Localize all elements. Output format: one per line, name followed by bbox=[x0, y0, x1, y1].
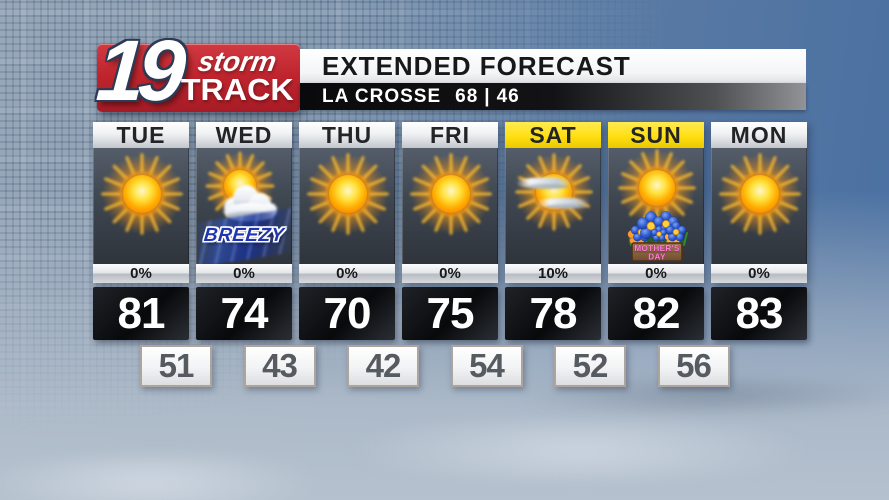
day-label: SAT bbox=[505, 122, 601, 148]
day-label: MON bbox=[711, 122, 807, 148]
day-panel: SUN MOTHER'S DAY 0% bbox=[608, 122, 704, 283]
page-title: EXTENDED FORECAST bbox=[322, 51, 631, 81]
svg-text:DAY: DAY bbox=[648, 253, 666, 262]
precip-chance: 0% bbox=[196, 264, 292, 283]
high-temp: 82 bbox=[608, 287, 704, 340]
precip-chance: 0% bbox=[711, 264, 807, 283]
low-temp: 51 bbox=[140, 345, 212, 387]
sunny-icon bbox=[711, 148, 807, 264]
high-temp: 75 bbox=[402, 287, 498, 340]
day-panel: FRI 0% bbox=[402, 122, 498, 283]
day-label: TUE bbox=[93, 122, 189, 148]
day-column: SAT 10% 78 bbox=[505, 122, 601, 340]
sunny-glyph bbox=[101, 153, 183, 235]
day-column: FRI 0% 75 bbox=[402, 122, 498, 340]
partly-cloudy-icon bbox=[505, 148, 601, 264]
sunny-glyph bbox=[307, 153, 389, 235]
sunny-mothers-day-glyph: MOTHER'S DAY bbox=[618, 149, 696, 262]
station-logo: 19 storm TRACK bbox=[94, 23, 300, 119]
low-temp: 43 bbox=[243, 345, 316, 387]
high-temp: 78 bbox=[505, 287, 601, 340]
day-column: TUE 0% 81 bbox=[93, 122, 189, 340]
sunny-cloud-breezy-icon: BREEZY bbox=[196, 148, 292, 264]
day-panel: WED BREEZY 0% bbox=[196, 122, 292, 283]
precip-chance: 0% bbox=[93, 264, 189, 283]
title-bar: EXTENDED FORECAST bbox=[300, 49, 806, 83]
day-label: FRI bbox=[402, 122, 498, 148]
day-label: SUN bbox=[608, 122, 704, 148]
precip-chance: 0% bbox=[402, 264, 498, 283]
sunny-mothers-day-icon: MOTHER'S DAY bbox=[608, 148, 704, 264]
sunny-icon bbox=[299, 148, 395, 264]
precip-chance: 10% bbox=[505, 264, 601, 283]
high-temp: 81 bbox=[93, 287, 189, 340]
partly-cloudy-glyph bbox=[515, 153, 593, 231]
day-panel: MON 0% bbox=[711, 122, 807, 283]
sunny-glyph bbox=[719, 153, 801, 235]
current-high-temp: 68 bbox=[455, 86, 479, 107]
temp-separator: | bbox=[484, 86, 491, 107]
logo-track-word: TRACK bbox=[180, 72, 294, 107]
low-temp: 42 bbox=[347, 345, 419, 387]
sunny-glyph bbox=[410, 153, 492, 235]
current-low-temp: 46 bbox=[496, 86, 520, 107]
low-temp: 56 bbox=[657, 345, 730, 387]
low-temp: 54 bbox=[450, 345, 523, 387]
forecast-day-columns: TUE 0% 81 WED bbox=[93, 122, 807, 340]
location-name: LA CROSSE bbox=[322, 86, 442, 107]
logo-channel-number: 19 bbox=[93, 23, 183, 119]
day-label: WED bbox=[196, 122, 292, 148]
day-panel: TUE 0% bbox=[93, 122, 189, 283]
high-temp: 70 bbox=[299, 287, 395, 340]
sunny-icon bbox=[402, 148, 498, 264]
high-temp: 83 bbox=[711, 287, 807, 340]
high-temp: 74 bbox=[196, 287, 292, 340]
low-temp: 52 bbox=[554, 345, 626, 387]
low-temps-row: 51 43 42 54 52 56 bbox=[0, 345, 889, 387]
day-column: MON 0% 83 bbox=[711, 122, 807, 340]
sunny-cloud-breezy-glyph bbox=[205, 151, 277, 226]
breezy-label: BREEZY bbox=[202, 225, 286, 246]
svg-text:MOTHER'S: MOTHER'S bbox=[634, 244, 680, 253]
location-bar: LA CROSSE 68 | 46 bbox=[300, 83, 806, 110]
sunny-icon bbox=[93, 148, 189, 264]
day-column: SUN MOTHER'S DAY 0% 82 bbox=[608, 122, 704, 340]
day-panel: THU 0% bbox=[299, 122, 395, 283]
logo-wordmark: storm TRACK bbox=[180, 46, 294, 107]
breezy-badge: BREEZY bbox=[197, 207, 291, 264]
day-label: THU bbox=[299, 122, 395, 148]
precip-chance: 0% bbox=[608, 264, 704, 283]
day-column: WED BREEZY 0% 74 bbox=[196, 122, 292, 340]
precip-chance: 0% bbox=[299, 264, 395, 283]
day-panel: SAT 10% bbox=[505, 122, 601, 283]
day-column: THU 0% 70 bbox=[299, 122, 395, 340]
